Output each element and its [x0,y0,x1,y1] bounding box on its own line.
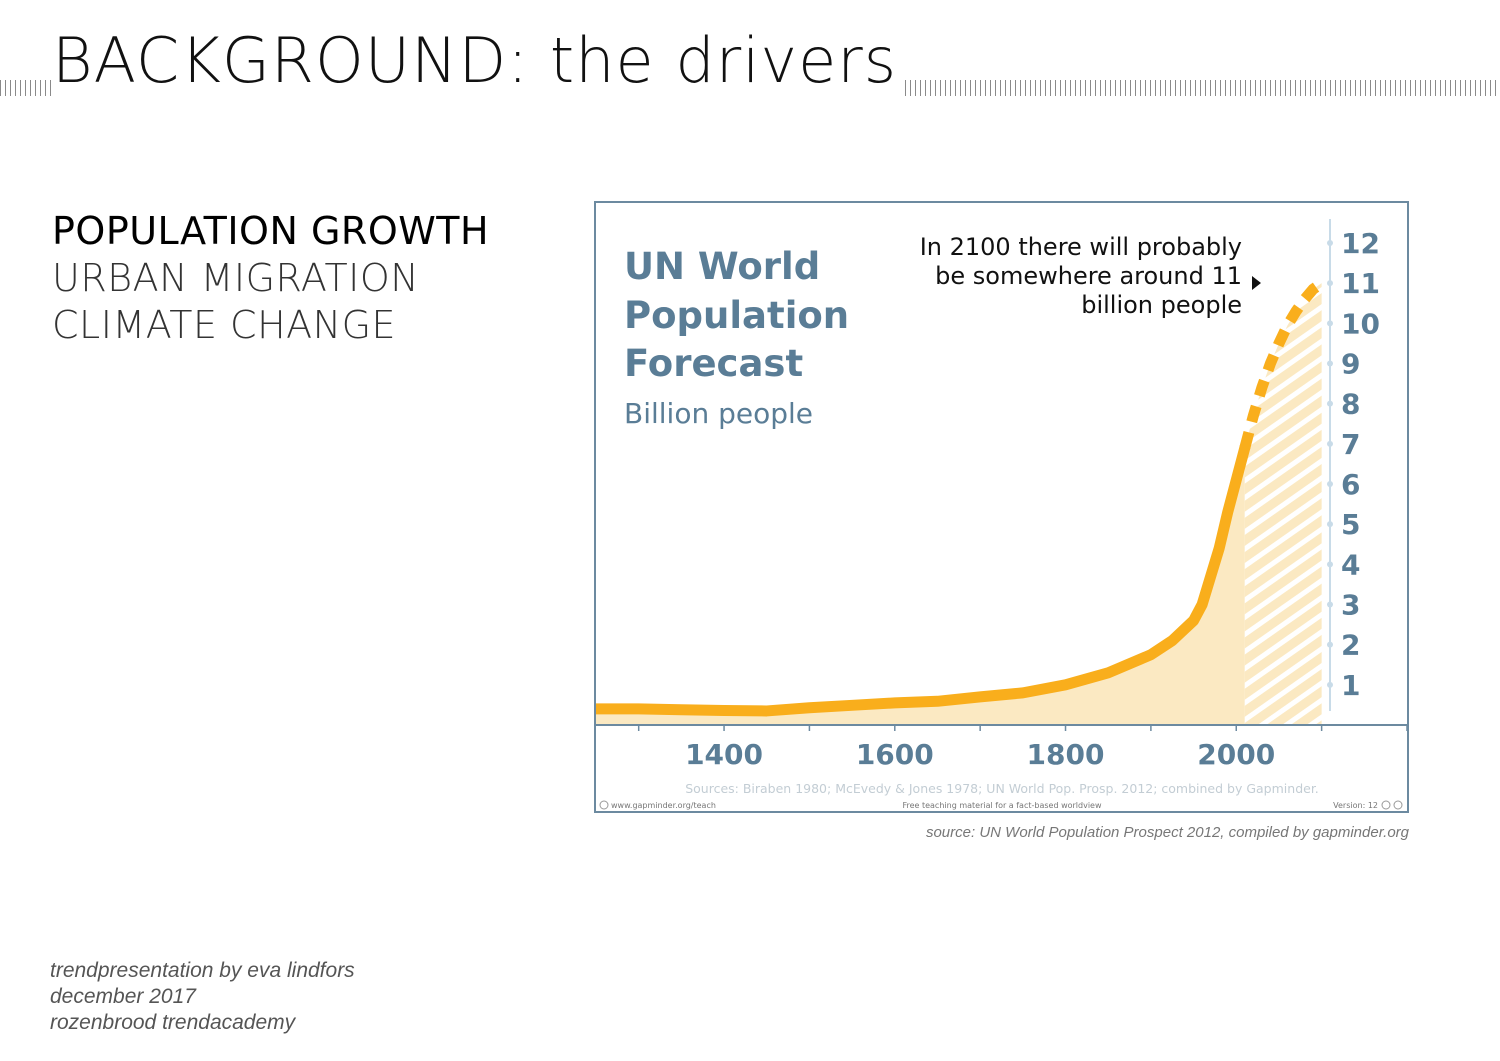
chart-title-line-2: Population [624,294,849,337]
x-tick-label-1400: 1400 [685,738,763,771]
y-tick-label-11: 11 [1341,267,1380,300]
y-tick-label-10: 10 [1341,307,1380,340]
y-tick-label-5: 5 [1341,508,1360,541]
y-tick-label-4: 4 [1341,548,1360,581]
footer-line-1: trendpresentation by eva lindfors [50,959,355,982]
driver-population-growth: POPULATION GROWTH [52,209,490,253]
x-tick-label-1600: 1600 [856,738,934,771]
license-icon-2 [1393,800,1403,810]
y-tick-7 [1327,440,1333,447]
annotation-line-1: In 2100 there will probably [920,233,1242,261]
y-tick-11 [1327,280,1333,287]
drivers-list: POPULATION GROWTH URBAN MIGRATION CLIMAT… [52,208,489,349]
y-tick-12 [1327,240,1333,246]
population-chart: 1400 1600 1800 2000 1 2 3 4 5 6 7 8 9 10 11 12 UN World… [594,201,1409,813]
y-tick-2 [1327,641,1333,648]
y-tick-6 [1327,481,1333,487]
y-tick-3 [1327,601,1333,608]
chart-title-line-1: UN World [624,245,820,288]
gapminder-logo-icon [599,800,609,810]
y-tick-label-12: 12 [1341,227,1380,260]
slide-title: BACKGROUND: the drivers [52,24,904,97]
y-tick-label-1: 1 [1341,669,1360,702]
historical-area [596,447,1245,725]
license-icon [1381,800,1391,810]
y-tick-label-7: 7 [1341,428,1360,461]
y-tick-9 [1327,360,1333,367]
chart-title-line-3: Forecast [624,342,803,385]
y-tick-8 [1327,400,1333,407]
y-tick-label-2: 2 [1341,629,1360,662]
y-tick-1 [1327,681,1333,688]
x-tick-label-1800: 1800 [1027,738,1105,771]
annotation-arrow-icon [1252,276,1261,290]
y-tick-10 [1327,320,1333,327]
chart-footer-left: www.gapminder.org/teach [611,801,716,810]
y-tick-label-6: 6 [1341,468,1360,501]
y-tick-label-3: 3 [1341,589,1360,622]
y-tick-label-9: 9 [1341,348,1360,381]
footer-line-3: rozenbrood trendacademy [50,1011,296,1034]
driver-urban-migration: URBAN MIGRATION [52,256,420,300]
forecast-area [1244,283,1322,725]
source-credit: source: UN World Population Prospect 201… [925,824,1409,841]
driver-climate-change: CLIMATE CHANGE [52,303,397,347]
series-historical-line [596,442,1251,717]
chart-footer-right: Version: 12 [1333,801,1378,810]
y-tick-label-8: 8 [1341,388,1360,421]
chart-footer-center: Free teaching material for a fact-based … [902,801,1102,810]
y-tick-5 [1327,521,1333,528]
x-tick-label-2000: 2000 [1197,738,1275,771]
series-forecast-line [1239,278,1325,450]
annotation-line-2: be somewhere around 11 [935,262,1242,290]
chart-subtitle: Billion people [624,397,813,430]
y-tick-4 [1327,561,1333,568]
footer-line-2: december 2017 [50,985,196,1008]
chart-sources: Sources: Biraben 1980; McEvedy & Jones 1… [685,781,1319,796]
footer: trendpresentation by eva lindfors decemb… [50,958,355,1036]
annotation-line-3: billion people [1081,291,1242,319]
